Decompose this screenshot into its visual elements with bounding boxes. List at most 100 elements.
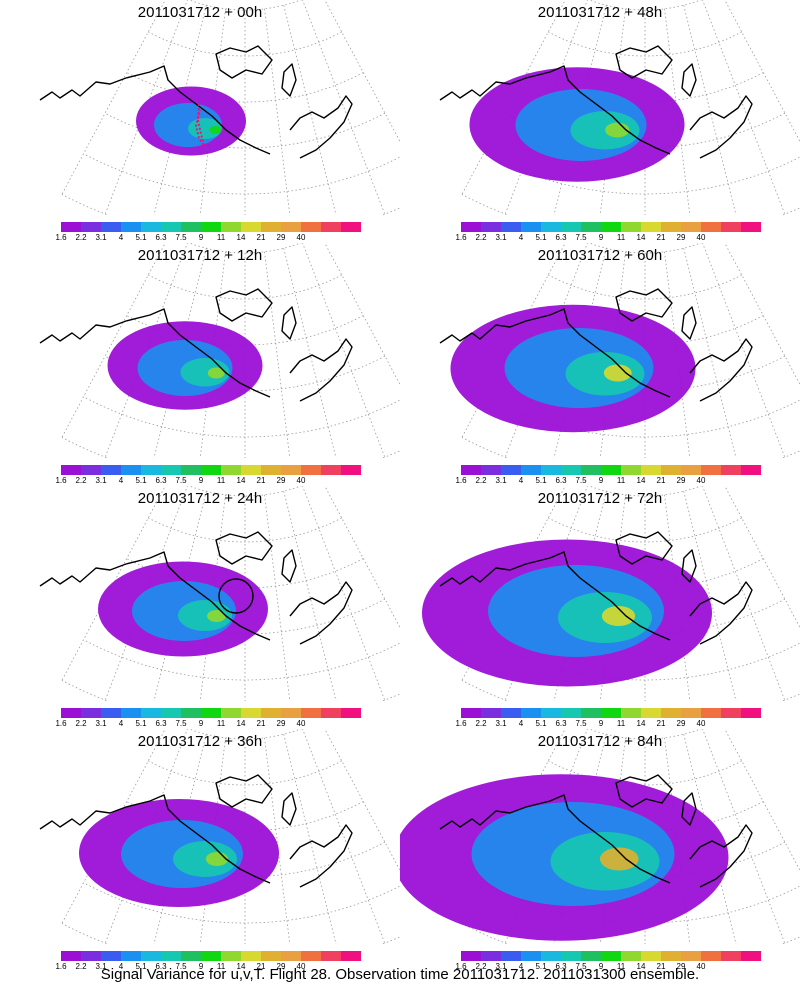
map-panel: 2011031712 + 00h 1.6 2.2 3.1 4 5.1 6.3 7.5 9 11 14… — [0, 0, 400, 250]
colorbar-labels: 1.6 2.2 3.1 4 5.1 6.3 7.5 9 11 14 21 29 40 — [55, 476, 361, 488]
colorbar-label: 40 — [696, 233, 706, 242]
colorbar-swatch — [321, 951, 341, 961]
colorbar-label: 9 — [198, 719, 204, 728]
colorbar-label: 29 — [676, 962, 686, 971]
colorbar-swatch — [101, 708, 121, 718]
colorbar-labels: 1.6 2.2 3.1 4 5.1 6.3 7.5 9 11 14 21 29 40 — [55, 719, 361, 731]
colorbar-label: 6.3 — [155, 962, 167, 971]
colorbar-labels: 1.6 2.2 3.1 4 5.1 6.3 7.5 9 11 14 21 29 40 — [55, 962, 361, 974]
colorbar-swatch — [461, 951, 481, 961]
latitude-gridline — [461, 679, 800, 701]
colorbar-label: 5.1 — [535, 719, 547, 728]
colorbar-swatch — [281, 222, 301, 232]
colorbar-swatch — [121, 465, 141, 475]
colorbar-swatch — [601, 465, 621, 475]
colorbar-swatch — [141, 708, 161, 718]
colorbar-swatch — [161, 465, 181, 475]
colorbar-label: 7.5 — [575, 233, 587, 242]
latitude-gridline — [461, 193, 800, 215]
colorbar-label: 3.1 — [95, 476, 107, 485]
colorbar-swatch — [721, 951, 741, 961]
colorbar-label: 7.5 — [575, 719, 587, 728]
colorbar-label: 11 — [216, 476, 226, 485]
colorbar-label: 14 — [636, 476, 646, 485]
latitude-gridline — [148, 760, 342, 786]
colorbar-label: 6.3 — [555, 719, 567, 728]
colorbar-swatch — [641, 222, 661, 232]
latitude-gridline — [61, 922, 400, 944]
colorbar-swatch — [501, 951, 521, 961]
colorbar-swatch — [561, 222, 581, 232]
colorbar-swatch — [121, 708, 141, 718]
colorbar-label: 4 — [118, 719, 124, 728]
colorbar-swatch — [501, 708, 521, 718]
colorbar-label: 3.1 — [495, 476, 507, 485]
colorbar-label: 7.5 — [175, 719, 187, 728]
colorbar-swatch — [661, 222, 681, 232]
map-panel: 2011031712 + 24h 1.6 2.2 3.1 4 5.1 6.3 7.5 9 11 14… — [0, 486, 400, 736]
variance-map — [439, 0, 800, 215]
longitude-gridline — [683, 248, 737, 458]
latitude-gridline — [548, 760, 742, 786]
colorbar-label: 40 — [696, 962, 706, 971]
longitude-gridline — [724, 486, 800, 629]
colorbar-labels: 1.6 2.2 3.1 4 5.1 6.3 7.5 9 11 14 21 29 40 — [455, 962, 761, 974]
colorbar — [461, 708, 761, 718]
longitude-gridline — [324, 243, 400, 386]
colorbar-swatch — [721, 708, 741, 718]
colorbar-swatch — [61, 222, 81, 232]
coastline — [39, 45, 353, 159]
colorbar-swatch — [741, 222, 761, 232]
colorbar-label: 11 — [616, 962, 626, 971]
colorbar-label: 3.1 — [95, 233, 107, 242]
colorbar-label: 11 — [616, 233, 626, 242]
colorbar-swatch — [101, 465, 121, 475]
latitude-gridline — [588, 729, 702, 740]
latitude-gridline — [148, 31, 342, 57]
colorbar-swatch — [521, 708, 541, 718]
colorbar-label: 29 — [676, 233, 686, 242]
colorbar-swatch — [681, 465, 701, 475]
latitude-gridline — [526, 315, 764, 346]
latitude-gridline — [588, 243, 702, 254]
colorbar-swatch — [681, 222, 701, 232]
colorbar-label: 2.2 — [75, 233, 87, 242]
colorbar-swatch — [581, 708, 601, 718]
colorbar-swatch — [261, 465, 281, 475]
panel-title: 2011031712 + 48h — [537, 4, 663, 21]
colorbar-swatch — [161, 708, 181, 718]
variance-contour — [207, 367, 225, 379]
colorbar-label: 9 — [198, 476, 204, 485]
variance-map — [39, 486, 400, 701]
colorbar — [461, 951, 761, 961]
colorbar-label: 11 — [616, 719, 626, 728]
colorbar-swatch — [281, 951, 301, 961]
colorbar-swatch — [61, 708, 81, 718]
colorbar-swatch — [681, 951, 701, 961]
colorbar-label: 29 — [276, 233, 286, 242]
colorbar-label: 4 — [118, 476, 124, 485]
map-panel: 2011031712 + 12h 1.6 2.2 3.1 4 5.1 6.3 7.5 9 11 14… — [0, 243, 400, 493]
colorbar-label: 9 — [598, 233, 604, 242]
colorbar-swatch — [701, 951, 721, 961]
colorbar-swatch — [221, 465, 241, 475]
colorbar-swatch — [221, 222, 241, 232]
longitude-gridline — [702, 486, 786, 701]
colorbar-swatch — [341, 465, 361, 475]
colorbar-swatch — [501, 222, 521, 232]
colorbar-label: 29 — [676, 476, 686, 485]
coastline — [439, 45, 753, 159]
colorbar-swatch — [621, 465, 641, 475]
longitude-gridline — [724, 729, 800, 872]
colorbar-label: 6.3 — [155, 233, 167, 242]
colorbar-labels: 1.6 2.2 3.1 4 5.1 6.3 7.5 9 11 14 21 29 40 — [455, 476, 761, 488]
colorbar-swatch — [121, 951, 141, 961]
colorbar-label: 9 — [198, 962, 204, 971]
colorbar-label: 2.2 — [475, 962, 487, 971]
colorbar-label: 21 — [256, 233, 266, 242]
colorbar-label: 1.6 — [55, 233, 67, 242]
variance-contour — [570, 111, 640, 150]
colorbar-label: 6.3 — [555, 233, 567, 242]
colorbar-label: 5.1 — [135, 233, 147, 242]
latitude-gridline — [526, 801, 764, 832]
